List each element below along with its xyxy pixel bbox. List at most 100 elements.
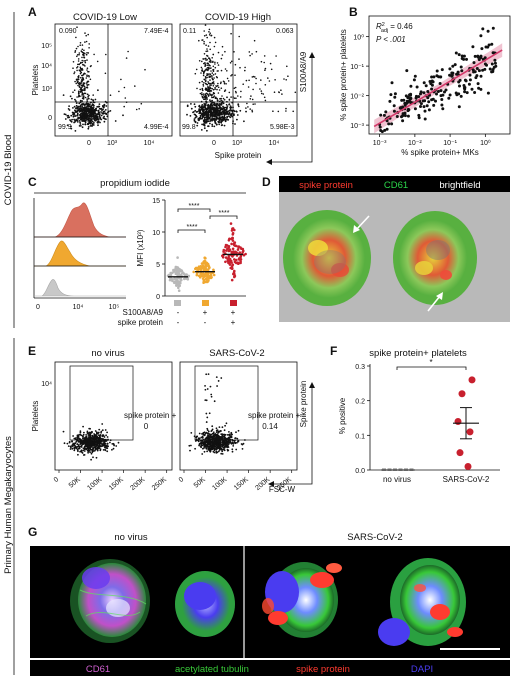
panel-c-marker-gray [174, 300, 181, 306]
panel-a-low-event [80, 125, 82, 127]
panel-a-high-event [213, 77, 215, 79]
panel-e-sars-event [207, 432, 210, 435]
panel-a-low-event [104, 72, 107, 75]
panel-c-ylabel: MFI (x10³) [136, 229, 145, 266]
panel-e-sars-event [204, 384, 206, 387]
panel-a-high-event [208, 116, 211, 119]
panel-a-low-event [67, 108, 70, 110]
panel-a-high-event [198, 60, 201, 62]
panel-a-high-event [238, 35, 240, 38]
panel-a-high-event [232, 114, 235, 117]
panel-e-sars-event [215, 431, 218, 433]
panel-b-point [421, 99, 425, 103]
panel-e-sars-event [209, 435, 211, 437]
panel-a-high-event [230, 96, 232, 98]
panel-a-events-low [62, 26, 146, 132]
panel-c-point [229, 222, 233, 225]
panel-a-low-event [124, 97, 127, 99]
panel-e-xtick-label: 100K [86, 476, 103, 492]
panel-b-point [462, 57, 466, 61]
panel-c-point [204, 266, 207, 270]
panel-b-point [487, 43, 491, 47]
panel-a-high-event [190, 103, 192, 105]
panel-e-sars-event [209, 450, 212, 453]
panel-b-point [491, 26, 495, 30]
panel-c-point [230, 229, 234, 232]
panel-e-novirus-event [79, 431, 82, 434]
panel-c-point [177, 286, 180, 290]
panel-b-point [401, 119, 405, 123]
panel-b-point [430, 87, 434, 91]
panel-a-high-event [249, 108, 251, 110]
panel-e-sars-event [226, 441, 228, 443]
panel-a-high-event [206, 83, 209, 86]
panel-a-low-event [91, 120, 94, 123]
panel-a-low-event [95, 107, 98, 110]
panel-a-high-event [228, 98, 231, 101]
panel-a-high-event [209, 93, 211, 95]
panel-a-low-event [73, 89, 76, 91]
panel-e-xtick-label: 0 [178, 476, 186, 484]
panel-b-point [439, 89, 443, 93]
panel-e-sars-event [227, 446, 230, 448]
panel-a-high-event [193, 118, 196, 120]
panel-a-high-event [255, 82, 257, 85]
panel-e-sars-event [208, 448, 211, 451]
panel-a-high-event [227, 80, 230, 82]
panel-e-novirus-event [107, 445, 109, 448]
panel-c-point [207, 279, 210, 282]
panel-a-high-event [203, 53, 206, 55]
panel-e-sars-event [207, 373, 210, 375]
panel-a-high-event [220, 124, 223, 127]
panel-a: A COVID-19 Low COVID-19 High 0.090 7.49E… [28, 5, 315, 165]
panel-b-point [387, 122, 391, 126]
panel-c-point [241, 247, 245, 251]
panel-a-low-event [84, 103, 87, 105]
panel-a-low-event [94, 112, 97, 115]
panel-f-xtick-novirus: no virus [383, 475, 411, 484]
panel-a-low-event [83, 109, 86, 111]
panel-a-low-event [86, 123, 89, 126]
panel-a-low-event [77, 84, 79, 87]
panel-a-low-event [76, 67, 78, 69]
panel-b-point [479, 87, 483, 91]
panel-b-point [458, 84, 461, 88]
panel-c-row2-mark-3: + [231, 318, 236, 327]
panel-e-novirus-event [104, 448, 106, 451]
panel-a-low-event [79, 110, 82, 113]
panel-a-high-event [232, 106, 234, 109]
panel-a-high-event [205, 34, 208, 36]
panel-a-high-event [206, 116, 208, 118]
panel-a-high-event [217, 86, 220, 89]
panel-e-sars-event [210, 444, 212, 447]
side-label-top: COVID-19 Blood [3, 12, 15, 328]
panel-e-novirus-event [86, 439, 88, 442]
panel-e-novirus-event [94, 443, 97, 445]
panel-a-low-event [74, 98, 76, 101]
panel-a-low-event [90, 98, 93, 101]
panel-e-novirus-event [62, 430, 65, 433]
panel-e-novirus-event [100, 445, 103, 448]
panel-a-low-event [75, 100, 77, 102]
panel-a-high-event [198, 81, 201, 84]
panel-b-point [473, 54, 477, 58]
panel-f-ylabel: % positive [338, 397, 347, 434]
panel-a-high-event [226, 115, 229, 118]
panel-e-novirus-event [87, 451, 89, 454]
panel-c-point [227, 261, 230, 265]
panel-e-gate-sars [194, 365, 259, 441]
panel-e-sars-event [231, 433, 234, 436]
panel-e-sars-event [202, 447, 204, 450]
panel-a-low-event [102, 117, 105, 119]
panel-a-xtick-high-1e3: 10³ [232, 140, 243, 147]
panel-e-sars-event [211, 429, 213, 432]
panel-a-high-event [239, 109, 242, 112]
panel-a-high-event [228, 112, 231, 114]
panel-e-sars-event [211, 447, 214, 450]
panel-e-novirus-event [111, 448, 113, 451]
panel-a-high-event [212, 60, 214, 63]
panel-e-novirus-event [109, 441, 111, 444]
panel-e-novirus-event [102, 439, 105, 442]
panel-e-novirus-event [79, 430, 82, 433]
panel-f-point-sars [458, 390, 466, 398]
